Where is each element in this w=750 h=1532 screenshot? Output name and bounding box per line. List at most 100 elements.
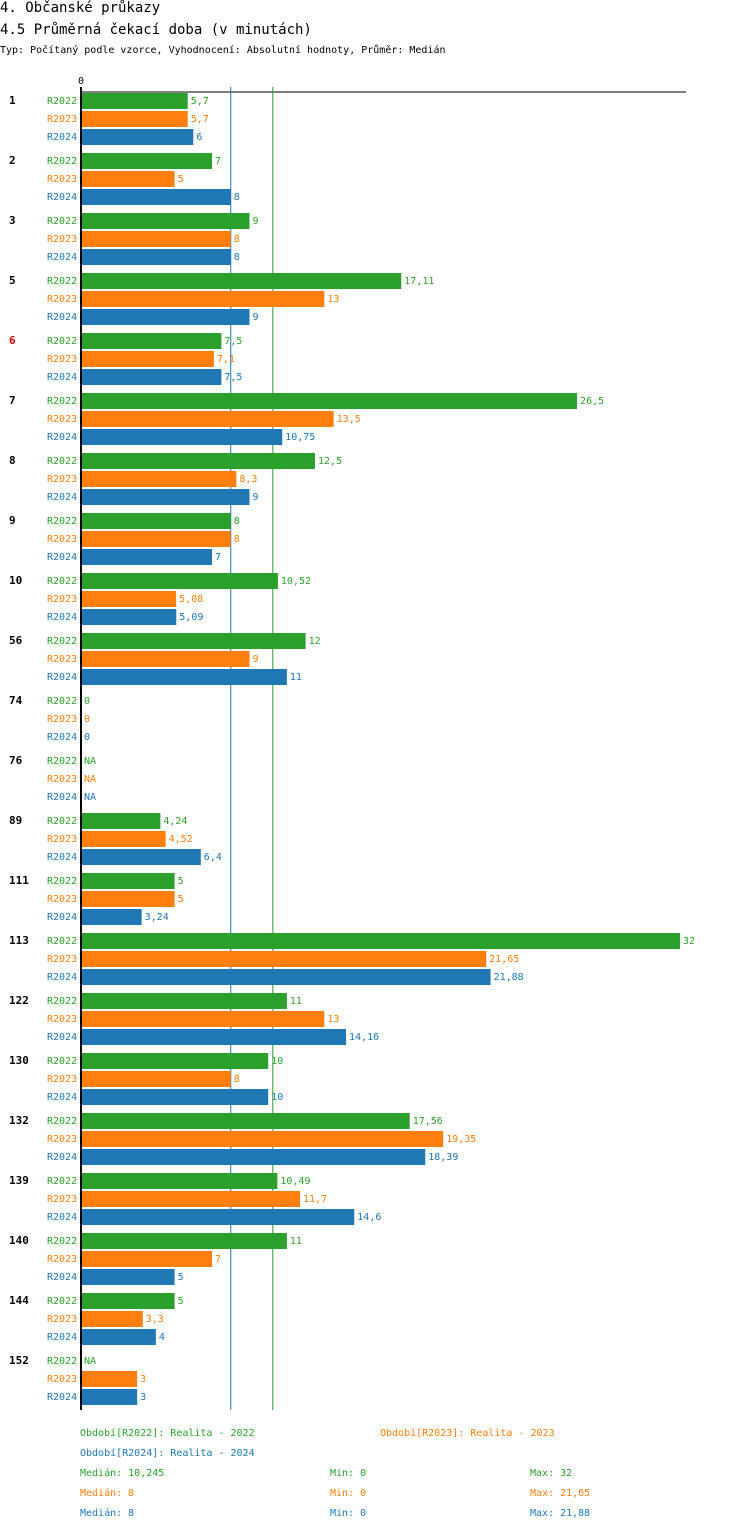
series-label: R2024 [47, 912, 77, 923]
bar [81, 231, 231, 247]
series-label: R2023 [47, 414, 77, 425]
data-label: 3 [140, 1374, 146, 1385]
stat-max-r2023: Max: 21,65 [530, 1488, 591, 1499]
data-label: NA [84, 792, 96, 803]
bar [81, 1329, 156, 1345]
data-label: 3,3 [146, 1314, 164, 1325]
data-label: 7,1 [217, 354, 235, 365]
data-label: 18,39 [428, 1152, 458, 1163]
data-label: 8,3 [239, 474, 257, 485]
data-label: NA [84, 1356, 96, 1367]
bar [81, 453, 315, 469]
series-label: R2022 [47, 1056, 77, 1067]
data-label: 7 [215, 1254, 221, 1265]
bar [81, 1113, 410, 1129]
series-label: R2022 [47, 636, 77, 647]
bar [81, 333, 222, 349]
bar [81, 1209, 355, 1225]
series-label: R2023 [47, 1074, 77, 1085]
data-label: 9 [252, 216, 258, 227]
series-label: R2022 [47, 216, 77, 227]
data-label: 0 [84, 714, 90, 725]
category-label: 113 [9, 934, 29, 947]
data-label: 13,5 [337, 414, 361, 425]
bar [81, 831, 166, 847]
bar [81, 1053, 269, 1069]
series-label: R2022 [47, 516, 77, 527]
series-label: R2022 [47, 156, 77, 167]
legend-r2024: Období[R2024]: Realita - 2024 [80, 1448, 255, 1459]
series-label: R2024 [47, 552, 77, 563]
series-label: R2023 [47, 354, 77, 365]
bar [81, 249, 231, 265]
series-label: R2024 [47, 1272, 77, 1283]
data-label: 12 [309, 636, 321, 647]
series-label: R2022 [47, 1116, 77, 1127]
series-label: R2024 [47, 1392, 77, 1403]
data-label: 10,75 [285, 432, 315, 443]
series-label: R2024 [47, 672, 77, 683]
data-label: 8 [234, 516, 240, 527]
category-label: 130 [9, 1054, 29, 1067]
bar [81, 969, 491, 985]
series-label: R2024 [47, 1032, 77, 1043]
data-label: 13 [327, 294, 339, 305]
series-label: R2023 [47, 834, 77, 845]
series-label: R2024 [47, 432, 77, 443]
series-label: R2022 [47, 1236, 77, 1247]
data-label: 17,11 [404, 276, 434, 287]
bar [81, 213, 250, 229]
series-label: R2023 [47, 594, 77, 605]
bar [81, 669, 287, 685]
category-label: 8 [9, 454, 16, 467]
series-label: R2024 [47, 312, 77, 323]
x-axis-zero-label: 0 [78, 76, 84, 87]
series-label: R2022 [47, 1176, 77, 1187]
bar [81, 111, 188, 127]
category-label: 2 [9, 154, 16, 167]
category-label: 76 [9, 754, 23, 767]
bar [81, 933, 680, 949]
data-label: 9 [252, 312, 258, 323]
data-label: 6,4 [204, 852, 222, 863]
category-label: 7 [9, 394, 16, 407]
data-label: 5 [178, 1296, 184, 1307]
bar [81, 291, 325, 307]
data-label: 8 [234, 534, 240, 545]
bar [81, 909, 142, 925]
category-label: 56 [9, 634, 23, 647]
data-label: 11,7 [303, 1194, 327, 1205]
series-label: R2022 [47, 756, 77, 767]
category-label: 9 [9, 514, 16, 527]
bar [81, 471, 237, 487]
series-label: R2024 [47, 252, 77, 263]
bar [81, 993, 287, 1009]
series-label: R2022 [47, 876, 77, 887]
bar [81, 1251, 213, 1267]
bar [81, 849, 201, 865]
data-label: 21,88 [494, 972, 524, 983]
bar [81, 309, 250, 325]
bar [81, 1191, 301, 1207]
series-label: R2024 [47, 492, 77, 503]
bar [81, 1371, 138, 1387]
series-label: R2024 [47, 732, 77, 743]
series-label: R2024 [47, 132, 77, 143]
data-label: 11 [290, 1236, 302, 1247]
category-label: 111 [9, 874, 29, 887]
bar [81, 411, 334, 427]
bar [81, 813, 161, 829]
data-label: 3,24 [145, 912, 169, 923]
bar [81, 549, 213, 565]
bar [81, 93, 188, 109]
data-label: 10,49 [280, 1176, 310, 1187]
bar [81, 171, 175, 187]
data-label: 10 [271, 1056, 283, 1067]
bar [81, 1311, 143, 1327]
series-label: R2024 [47, 612, 77, 623]
stat-max-r2024: Max: 21,88 [530, 1508, 591, 1519]
bar [81, 1071, 231, 1087]
series-label: R2024 [47, 192, 77, 203]
data-label: 5 [178, 174, 184, 185]
